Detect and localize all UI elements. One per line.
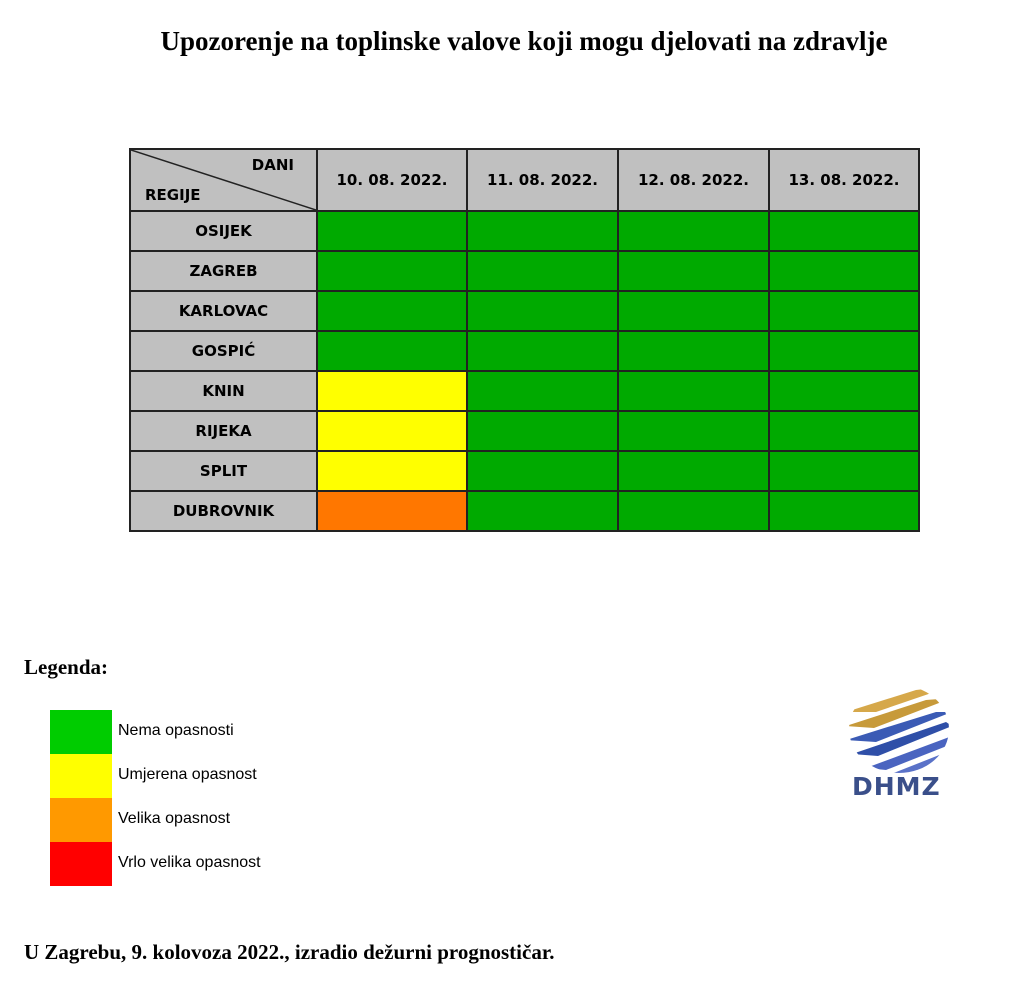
table-row: SPLIT — [129, 450, 920, 492]
warning-level-cell — [617, 250, 770, 292]
warning-level-cell — [617, 490, 770, 532]
region-name: SPLIT — [129, 450, 318, 492]
table-row: ZAGREB — [129, 250, 920, 292]
corner-label-days: DANI — [251, 156, 294, 174]
warning-level-cell — [466, 290, 619, 332]
warning-level-cell — [768, 450, 920, 492]
warning-level-cell — [768, 490, 920, 532]
warning-level-cell — [316, 330, 468, 372]
legend-swatch — [50, 754, 112, 798]
warning-level-cell — [617, 210, 770, 252]
page-title: Upozorenje na toplinske valove koji mogu… — [160, 26, 888, 56]
date-header: 11. 08. 2022. — [466, 148, 619, 212]
warning-level-cell — [316, 490, 468, 532]
legend-label: Vrlo velika opasnost — [118, 854, 261, 871]
warning-level-cell — [466, 250, 619, 292]
table-row: RIJEKA — [129, 410, 920, 452]
warning-level-cell — [316, 210, 468, 252]
warning-level-cell — [768, 410, 920, 452]
legend-item: Nema opasnosti — [50, 710, 350, 754]
warning-level-cell — [768, 210, 920, 252]
region-name: DUBROVNIK — [129, 490, 318, 532]
warning-table: DANI REGIJE 10. 08. 2022. 11. 08. 2022. … — [129, 148, 920, 532]
legend-label: Umjerena opasnost — [118, 766, 257, 783]
legend-title: Legenda: — [24, 655, 108, 679]
legend-swatch — [50, 710, 112, 754]
diagonal-divider — [131, 150, 316, 210]
warning-level-cell — [768, 330, 920, 372]
date-header: 10. 08. 2022. — [316, 148, 468, 212]
warning-level-cell — [316, 250, 468, 292]
date-header: 12. 08. 2022. — [617, 148, 770, 212]
warning-level-cell — [316, 290, 468, 332]
legend-item: Umjerena opasnost — [50, 754, 350, 798]
table-header-row: DANI REGIJE 10. 08. 2022. 11. 08. 2022. … — [129, 148, 920, 212]
legend-label: Velika opasnost — [118, 810, 231, 827]
warning-level-cell — [617, 410, 770, 452]
table-row: OSIJEK — [129, 210, 920, 252]
warning-level-cell — [617, 370, 770, 412]
warning-level-cell — [316, 370, 468, 412]
warning-level-cell — [768, 250, 920, 292]
logo-text: DHMZ — [852, 772, 941, 801]
warning-level-cell — [768, 290, 920, 332]
warning-level-cell — [617, 290, 770, 332]
warning-level-cell — [617, 450, 770, 492]
warning-level-cell — [768, 370, 920, 412]
region-name: KARLOVAC — [129, 290, 318, 332]
table-row: DUBROVNIK — [129, 490, 920, 532]
region-name: KNIN — [129, 370, 318, 412]
warning-level-cell — [316, 450, 468, 492]
legend-item: Velika opasnost — [50, 798, 350, 842]
legend-swatch — [50, 842, 112, 886]
legend-item: Vrlo velika opasnost — [50, 842, 350, 886]
warning-level-cell — [466, 330, 619, 372]
warning-level-cell — [466, 410, 619, 452]
table-row: GOSPIĆ — [129, 330, 920, 372]
date-header: 13. 08. 2022. — [768, 148, 920, 212]
region-name: RIJEKA — [129, 410, 318, 452]
warning-level-cell — [466, 370, 619, 412]
footer-note: U Zagrebu, 9. kolovoza 2022., izradio de… — [24, 940, 555, 964]
warning-level-cell — [466, 450, 619, 492]
dhmz-logo: DHMZ — [846, 684, 952, 804]
warning-level-cell — [466, 490, 619, 532]
region-name: OSIJEK — [129, 210, 318, 252]
dhmz-logo-icon — [849, 686, 949, 773]
warning-level-cell — [316, 410, 468, 452]
warning-level-cell — [466, 210, 619, 252]
table-corner-cell: DANI REGIJE — [129, 148, 318, 212]
region-name: ZAGREB — [129, 250, 318, 292]
legend-label: Nema opasnosti — [118, 722, 234, 739]
warning-level-cell — [617, 330, 770, 372]
corner-label-regions: REGIJE — [145, 186, 201, 204]
region-name: GOSPIĆ — [129, 330, 318, 372]
table-row: KARLOVAC — [129, 290, 920, 332]
legend-swatch — [50, 798, 112, 842]
table-row: KNIN — [129, 370, 920, 412]
